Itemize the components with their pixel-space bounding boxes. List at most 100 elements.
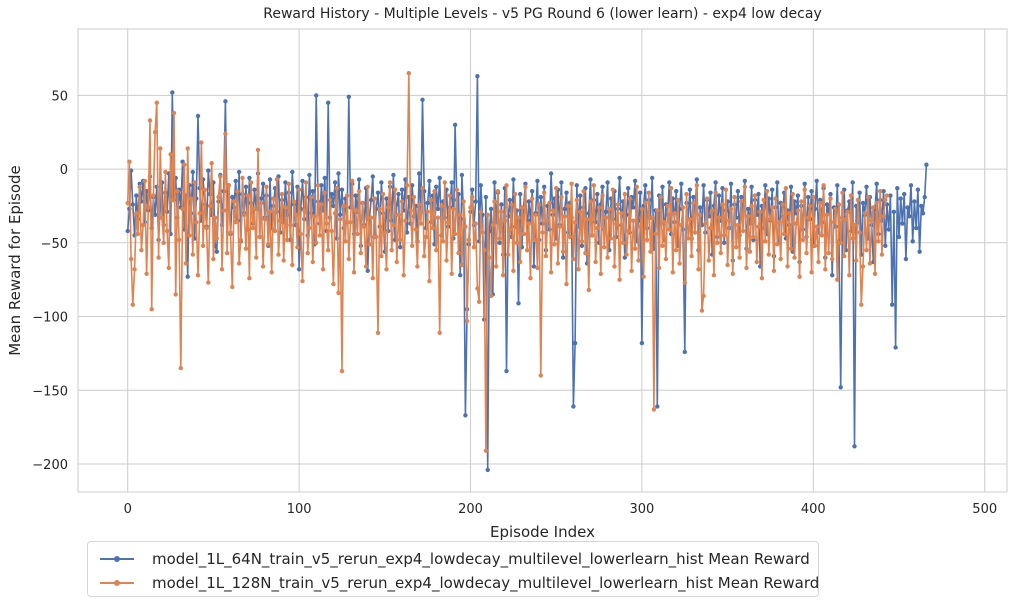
series-1-point (600, 184, 605, 189)
series-2-point (806, 215, 811, 220)
series-2-point (818, 200, 823, 206)
series-1-point (830, 273, 835, 278)
series-1-point (170, 90, 175, 95)
series-2-point (291, 199, 297, 204)
series-1-point (283, 180, 288, 185)
series-1-point (809, 189, 814, 194)
series-2-point (617, 277, 622, 282)
series-2-point (718, 250, 723, 256)
series-2-point (552, 242, 557, 247)
series-2-point (752, 193, 758, 198)
series-1-point (296, 267, 302, 272)
series-2-point (600, 193, 605, 198)
series-2-point (559, 194, 564, 200)
series-2-point (612, 264, 617, 269)
series-2-point (278, 218, 283, 223)
series-2-point (276, 252, 281, 257)
series-2-point (862, 211, 867, 216)
series-2-point (564, 281, 569, 287)
series-2-point (180, 206, 185, 212)
series-2-point (797, 274, 802, 279)
series-2-point (392, 187, 398, 192)
series-1-point (329, 191, 334, 197)
series-2-point (524, 248, 530, 253)
series-1-point (595, 191, 600, 197)
series-2-point (356, 189, 362, 194)
series-2-point (579, 239, 585, 244)
series-2-point (692, 230, 698, 235)
series-1-point (206, 168, 211, 173)
series-2-point (680, 205, 686, 210)
series-2-point (770, 205, 775, 210)
series-1-point (449, 180, 454, 185)
series-1-point (638, 190, 643, 195)
series-2-point (540, 230, 545, 235)
series-1-point (564, 190, 569, 195)
legend-label-series-2: model_1L_128N_train_v5_rerun_exp4_lowdec… (152, 574, 820, 592)
series-2-point (548, 270, 554, 275)
series-1-point (420, 97, 425, 103)
series-2-point (615, 202, 621, 207)
series-2-point (819, 233, 825, 238)
series-1-point (924, 162, 929, 167)
series-2-point (394, 259, 399, 265)
series-2-point (543, 253, 549, 259)
series-2-point (596, 205, 602, 210)
series-2-point (758, 209, 763, 214)
series-2-point (384, 267, 389, 272)
series-2-point (727, 218, 732, 223)
series-2-point (614, 221, 619, 226)
series-2-point (344, 193, 350, 198)
series-2-point (624, 252, 629, 257)
series-2-point (627, 196, 633, 201)
series-2-point (790, 191, 795, 197)
series-2-point (509, 202, 514, 207)
series-2-point (183, 261, 189, 266)
series-2-point (444, 258, 449, 263)
series-2-point (507, 227, 513, 232)
series-2-point (416, 202, 422, 207)
y-tick-label: 0 (60, 163, 68, 178)
series-1-point (214, 249, 219, 254)
series-2-point (742, 184, 747, 189)
series-2-point (219, 267, 225, 272)
series-2-point (170, 197, 175, 203)
series-2-point (272, 228, 278, 234)
series-1-point (907, 214, 912, 219)
series-2-point (607, 206, 612, 212)
series-2-point (271, 196, 276, 201)
series-2-point (850, 236, 855, 241)
series-1-point (437, 175, 442, 181)
series-2-point (641, 274, 646, 279)
series-2-point (566, 203, 571, 209)
series-2-point (586, 287, 591, 293)
series-2-point (746, 214, 751, 219)
series-2-point (293, 212, 298, 217)
series-2-point (650, 215, 655, 220)
series-2-point (782, 231, 787, 237)
series-2-point (696, 267, 701, 272)
series-2-point (740, 228, 746, 234)
series-2-point (562, 214, 567, 219)
series-2-point (768, 217, 773, 222)
series-2-point (156, 255, 161, 260)
series-2-point (881, 214, 886, 219)
series-2-point (200, 243, 206, 248)
series-2-point (214, 236, 219, 241)
series-1-point (682, 349, 687, 355)
series-2-point (646, 190, 651, 195)
series-1-point (339, 187, 345, 192)
series-1-point (346, 94, 351, 100)
series-2-point (139, 248, 144, 253)
series-2-point (176, 237, 182, 243)
series-2-point (442, 180, 447, 185)
series-2-point (248, 180, 254, 185)
series-2-point (775, 242, 780, 247)
series-2-point (691, 200, 696, 206)
series-2-point (857, 230, 862, 235)
series-1-point (898, 196, 903, 201)
series-2-point (223, 131, 228, 136)
series-2-point (660, 243, 665, 248)
series-2-point (682, 280, 687, 285)
